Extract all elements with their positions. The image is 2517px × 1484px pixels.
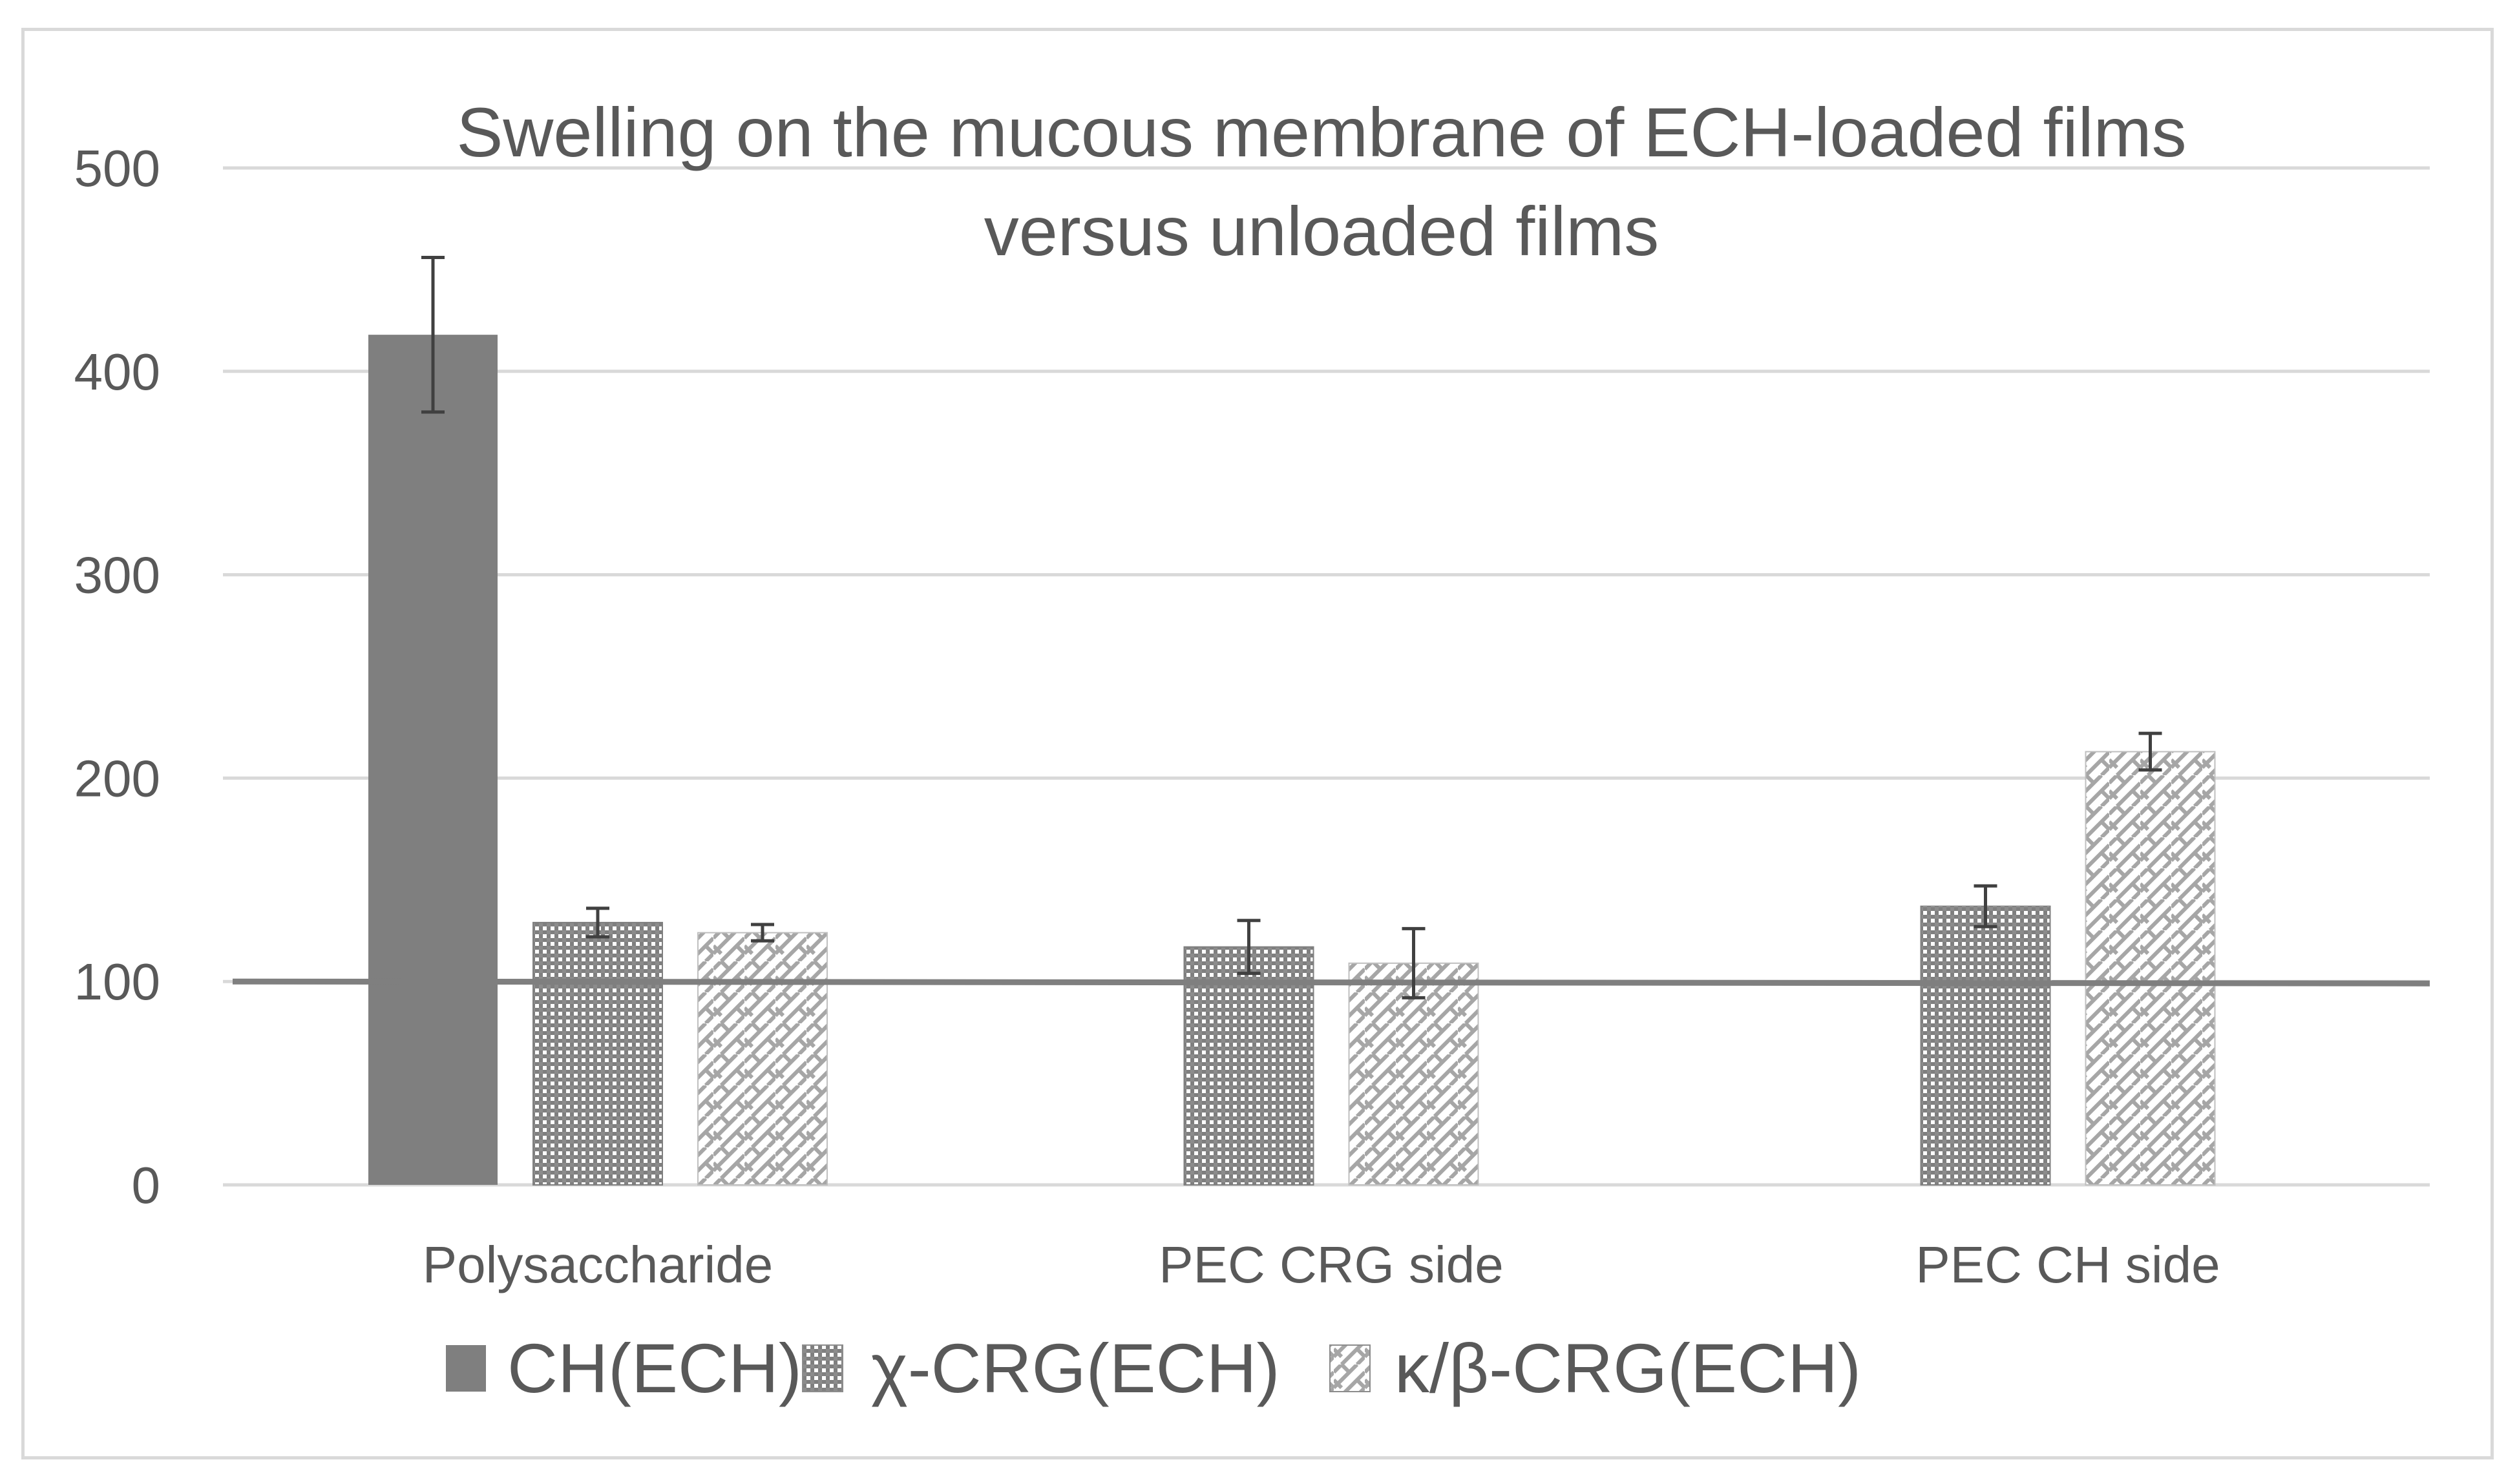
bar: [698, 933, 827, 1185]
error-bars: [421, 258, 2162, 998]
bars: [368, 335, 2215, 1185]
x-category-label: PEC CH side: [1915, 1236, 2220, 1293]
legend-swatch: [446, 1345, 486, 1392]
bar: [533, 923, 662, 1185]
legend: CH(ECH) χ-CRG(ECH) κ/β-CRG(ECH): [446, 1329, 1861, 1407]
legend-label: κ/β-CRG(ECH): [1395, 1329, 1861, 1407]
y-tick-label: 0: [132, 1156, 161, 1214]
reference-line: [233, 981, 2430, 983]
x-category-label: PEC CRG side: [1159, 1236, 1503, 1293]
y-axis-ticks: 0 100 200 300 400 500: [74, 140, 160, 1214]
bar: [368, 335, 498, 1185]
chart-title: Swelling on the mucous membrane of ECH-l…: [456, 93, 2186, 270]
bar: [2086, 751, 2215, 1185]
legend-swatch: [1330, 1345, 1370, 1392]
legend-label: CH(ECH): [507, 1329, 802, 1407]
chart-title-line-2: versus unloaded films: [984, 192, 1659, 270]
bar: [1921, 906, 2050, 1185]
y-tick-label: 400: [74, 343, 160, 401]
legend-label: χ-CRG(ECH): [871, 1329, 1280, 1407]
y-tick-label: 300: [74, 547, 160, 604]
y-tick-label: 100: [74, 953, 160, 1010]
legend-swatch: [803, 1345, 843, 1392]
chart-title-line-1: Swelling on the mucous membrane of ECH-l…: [456, 93, 2186, 171]
y-tick-label: 200: [74, 749, 160, 807]
y-tick-label: 500: [74, 140, 160, 197]
x-category-label: Polysaccharide: [423, 1236, 774, 1293]
x-axis-categories: Polysaccharide PEC CRG side PEC CH side: [423, 1236, 2220, 1293]
reference-line-group: [233, 981, 2430, 983]
